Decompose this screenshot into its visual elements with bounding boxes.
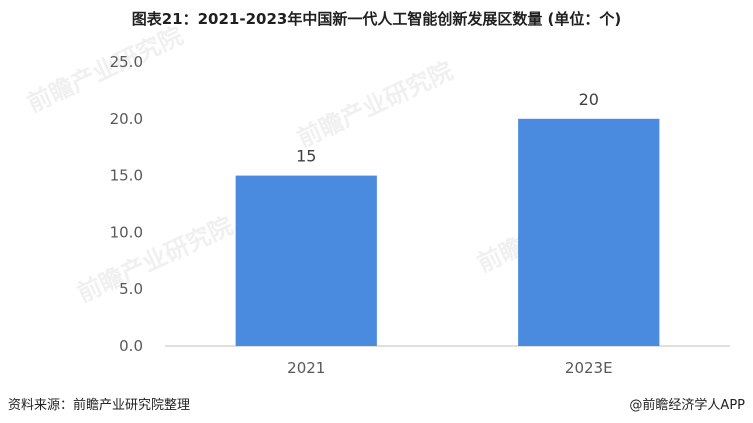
- chart-title: 图表21：2021-2023年中国新一代人工智能创新发展区数量 (单位：个): [131, 10, 622, 28]
- bar-2023E: [518, 118, 660, 346]
- data-label: 15: [296, 147, 316, 166]
- y-tick-label: 0.0: [119, 337, 143, 355]
- data-label: 20: [579, 90, 599, 109]
- y-tick-label: 10.0: [110, 223, 143, 241]
- bar-2021: [235, 175, 377, 346]
- x-tick-label: 2021: [287, 359, 325, 377]
- y-tick-label: 5.0: [119, 280, 143, 298]
- y-tick-label: 15.0: [110, 167, 143, 185]
- x-tick-label: 2023E: [565, 359, 613, 377]
- y-tick-label: 20.0: [110, 110, 143, 128]
- y-tick-label: 25.0: [110, 53, 143, 71]
- credit-note: @前瞻经济学人APP: [629, 398, 745, 413]
- source-note: 资料来源：前瞻产业研究院整理: [8, 398, 191, 413]
